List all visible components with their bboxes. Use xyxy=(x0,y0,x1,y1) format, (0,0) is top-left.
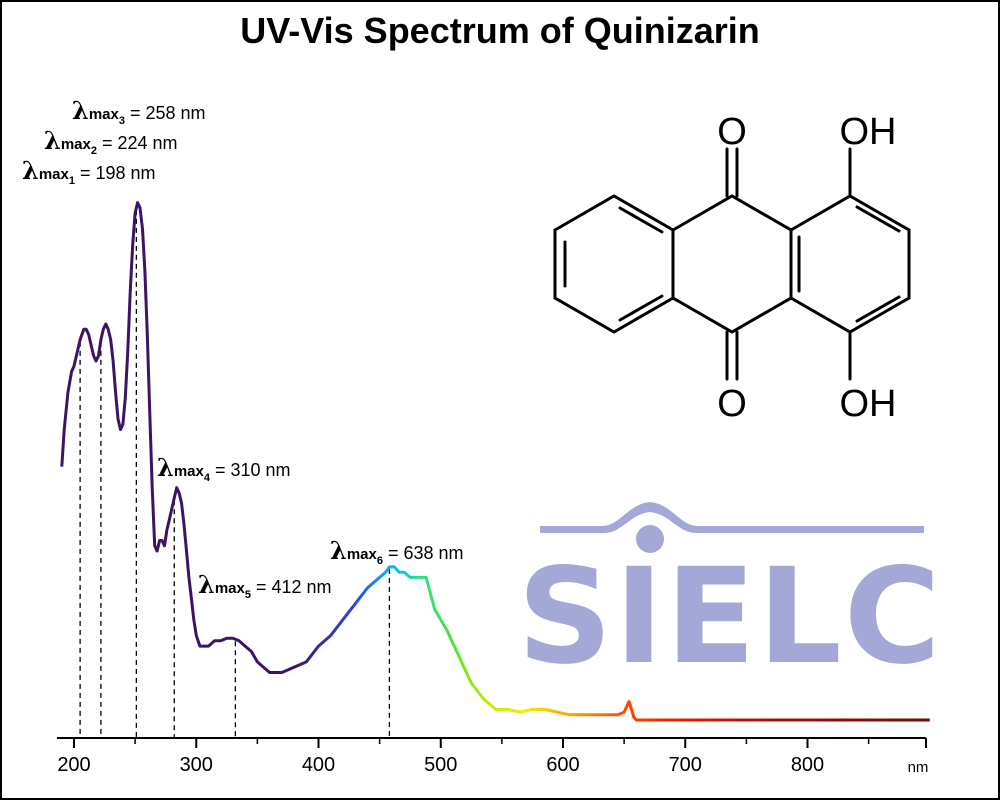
atom-label: O xyxy=(717,383,747,425)
peak-annotation-label: λmax4 = 310 nm xyxy=(157,453,291,484)
peak-annotation-label: λmax2 = 224 nm xyxy=(44,126,178,157)
x-tick-label: 500 xyxy=(424,754,457,776)
middle-ring xyxy=(671,194,793,334)
peak-annotation-label: λmax6 = 638 nm xyxy=(330,536,464,567)
right-ring-double-bond xyxy=(855,205,901,233)
left-ring-double-bond xyxy=(618,206,664,234)
atom-label: O xyxy=(717,111,747,153)
x-tick-label: 700 xyxy=(669,754,702,776)
peak-annotation-label: λmax1 = 198 nm xyxy=(22,156,156,187)
quinizarin-structure xyxy=(553,147,911,381)
left-ring xyxy=(553,194,675,334)
x-tick-label: 200 xyxy=(57,754,90,776)
peak-markers xyxy=(79,209,391,738)
spectrum-series-line xyxy=(60,201,930,722)
logo-text: SIELC xyxy=(517,540,942,694)
logo-swoosh xyxy=(540,502,924,533)
right-ring xyxy=(789,194,911,334)
x-tick-label: 600 xyxy=(546,754,579,776)
atom-label: OH xyxy=(840,111,897,153)
left-ring-double-bond xyxy=(618,294,664,322)
logo-dot xyxy=(636,525,664,553)
chart-title: UV-Vis Spectrum of Quinizarin xyxy=(240,10,760,51)
x-tick-label: 800 xyxy=(791,754,824,776)
x-axis-label: nm xyxy=(908,759,929,776)
atom-label: OH xyxy=(840,383,897,425)
x-tick-label: 300 xyxy=(180,754,213,776)
x-axis-ticks: 200 300 400 500 600 700 800 xyxy=(57,738,927,776)
sielc-logo: SIELC xyxy=(517,502,942,694)
peak-annotation-label: λmax5 = 412 nm xyxy=(198,570,332,601)
peak-annotation-label: λmax3 = 258 nm xyxy=(72,96,206,127)
right-ring-double-bond xyxy=(855,295,901,323)
x-tick-label: 400 xyxy=(302,754,335,776)
